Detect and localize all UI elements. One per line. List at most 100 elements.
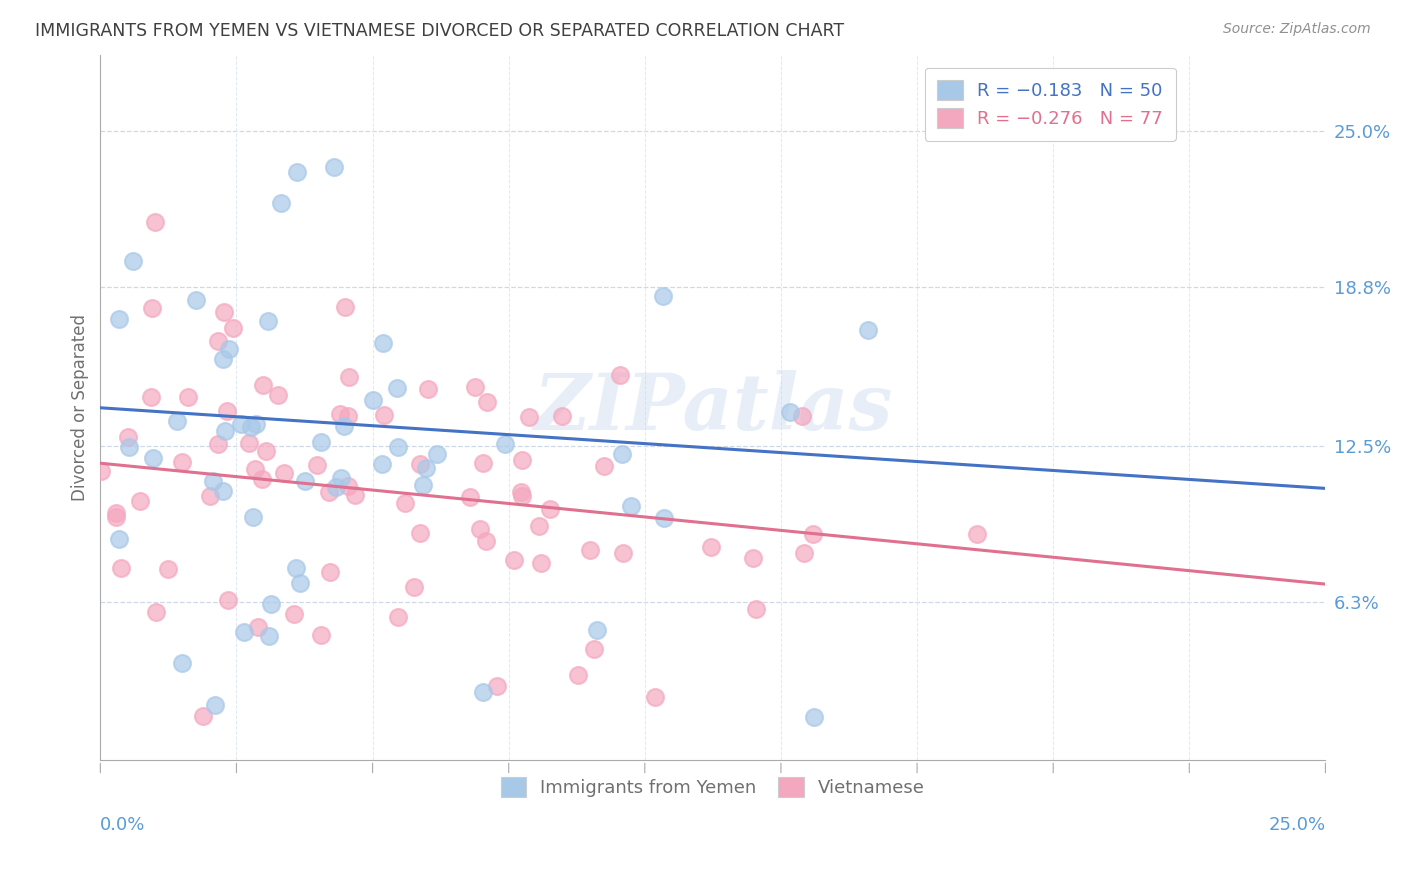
Y-axis label: Divorced or Separated: Divorced or Separated	[72, 314, 89, 501]
Point	[593, 458, 616, 473]
Point	[207, 334, 229, 348]
Point	[309, 435, 332, 450]
Point	[257, 629, 280, 643]
Point	[856, 323, 879, 337]
Text: IMMIGRANTS FROM YEMEN VS VIETNAMESE DIVORCED OR SEPARATED CORRELATION CHART: IMMIGRANTS FROM YEMEN VS VIETNAMESE DIVO…	[35, 22, 844, 40]
Point	[90, 464, 112, 478]
Point	[529, 519, 551, 533]
Point	[254, 444, 277, 458]
Point	[620, 499, 643, 513]
Point	[217, 592, 239, 607]
Point	[333, 300, 356, 314]
Point	[108, 311, 131, 326]
Point	[343, 488, 366, 502]
Point	[309, 628, 332, 642]
Point	[200, 489, 222, 503]
Point	[240, 420, 263, 434]
Point	[538, 502, 561, 516]
Point	[485, 680, 508, 694]
Point	[129, 493, 152, 508]
Point	[510, 453, 533, 467]
Point	[145, 605, 167, 619]
Point	[250, 473, 273, 487]
Point	[215, 404, 238, 418]
Point	[415, 461, 437, 475]
Point	[157, 562, 180, 576]
Text: 0.0%: 0.0%	[100, 816, 146, 834]
Point	[474, 534, 496, 549]
Point	[394, 496, 416, 510]
Point	[252, 378, 274, 392]
Point	[966, 526, 988, 541]
Point	[803, 710, 825, 724]
Point	[172, 656, 194, 670]
Point	[238, 435, 260, 450]
Point	[502, 553, 524, 567]
Point	[371, 458, 394, 472]
Point	[792, 409, 814, 423]
Point	[325, 480, 347, 494]
Point	[322, 160, 344, 174]
Point	[700, 540, 723, 554]
Point	[107, 532, 129, 546]
Point	[510, 489, 533, 503]
Point	[319, 565, 342, 579]
Point	[143, 215, 166, 229]
Point	[586, 623, 609, 637]
Point	[318, 485, 340, 500]
Point	[260, 597, 283, 611]
Point	[409, 526, 432, 541]
Point	[166, 414, 188, 428]
Point	[494, 436, 516, 450]
Point	[270, 195, 292, 210]
Point	[193, 709, 215, 723]
Point	[177, 390, 200, 404]
Point	[288, 576, 311, 591]
Point	[387, 441, 409, 455]
Point	[801, 526, 824, 541]
Point	[118, 440, 141, 454]
Point	[418, 382, 440, 396]
Point	[336, 409, 359, 423]
Point	[793, 546, 815, 560]
Point	[609, 368, 631, 383]
Point	[214, 305, 236, 319]
Text: ZIPatlas: ZIPatlas	[533, 369, 893, 446]
Point	[305, 458, 328, 472]
Point	[337, 370, 360, 384]
Legend: Immigrants from Yemen, Vietnamese: Immigrants from Yemen, Vietnamese	[494, 770, 932, 805]
Point	[652, 510, 675, 524]
Point	[232, 625, 254, 640]
Point	[330, 471, 353, 485]
Point	[519, 409, 541, 424]
Point	[475, 395, 498, 409]
Point	[243, 462, 266, 476]
Point	[361, 393, 384, 408]
Point	[373, 336, 395, 351]
Point	[142, 450, 165, 465]
Point	[184, 293, 207, 307]
Point	[139, 390, 162, 404]
Point	[567, 667, 589, 681]
Point	[373, 409, 395, 423]
Point	[273, 466, 295, 480]
Point	[218, 342, 240, 356]
Point	[460, 491, 482, 505]
Point	[104, 510, 127, 524]
Point	[404, 580, 426, 594]
Point	[247, 620, 270, 634]
Text: 25.0%: 25.0%	[1268, 816, 1326, 834]
Point	[779, 405, 801, 419]
Point	[409, 457, 432, 471]
Point	[332, 418, 354, 433]
Point	[105, 506, 128, 520]
Point	[464, 380, 486, 394]
Point	[745, 602, 768, 616]
Point	[426, 447, 449, 461]
Point	[242, 509, 264, 524]
Point	[612, 546, 634, 560]
Point	[741, 550, 763, 565]
Point	[385, 381, 408, 395]
Point	[207, 437, 229, 451]
Point	[582, 642, 605, 657]
